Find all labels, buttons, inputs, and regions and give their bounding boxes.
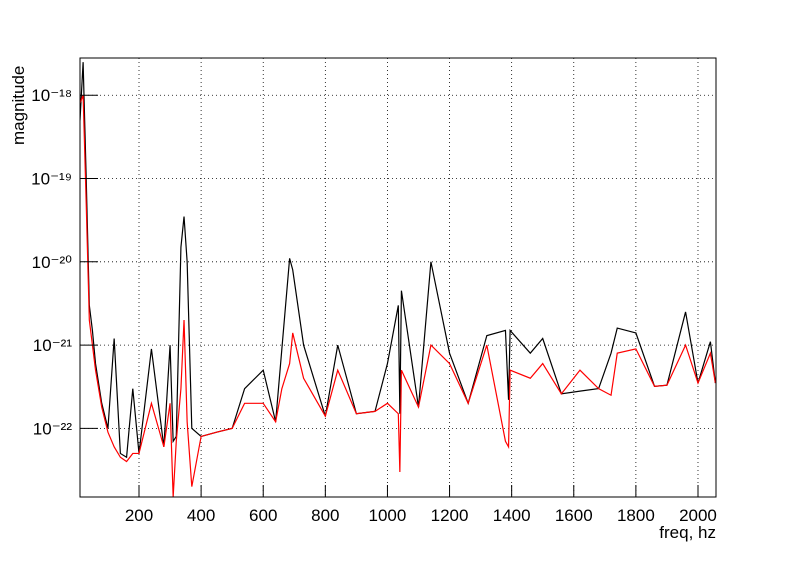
x-tick-label: 2000 <box>679 506 717 525</box>
x-tick-label: 1000 <box>369 506 407 525</box>
y-tick-label: 10⁻²⁰ <box>32 253 73 272</box>
y-tick-label: 10⁻¹⁹ <box>31 170 72 189</box>
x-tick-label: 400 <box>187 506 215 525</box>
series-line <box>80 95 716 497</box>
x-tick-label: 1200 <box>431 506 469 525</box>
y-axis-title: magnitude <box>9 66 28 145</box>
x-tick-label: 800 <box>311 506 339 525</box>
ticks: 200 400 600 800 1000 1200 1400 1600 1800 2000 10⁻²… <box>31 86 717 525</box>
x-axis-title: freq, hz <box>659 523 716 542</box>
x-tick-label: 1800 <box>617 506 655 525</box>
y-tick-label: 10⁻²¹ <box>33 336 73 355</box>
x-tick-label: 1600 <box>555 506 593 525</box>
x-tick-label: 200 <box>125 506 153 525</box>
y-tick-label: 10⁻²² <box>33 419 73 438</box>
y-tick-label: 10⁻¹⁸ <box>31 86 72 105</box>
x-tick-label: 600 <box>249 506 277 525</box>
frame <box>79 57 717 498</box>
series-line <box>80 62 716 459</box>
x-tick-label: 1400 <box>493 506 531 525</box>
plot-area <box>80 62 716 497</box>
